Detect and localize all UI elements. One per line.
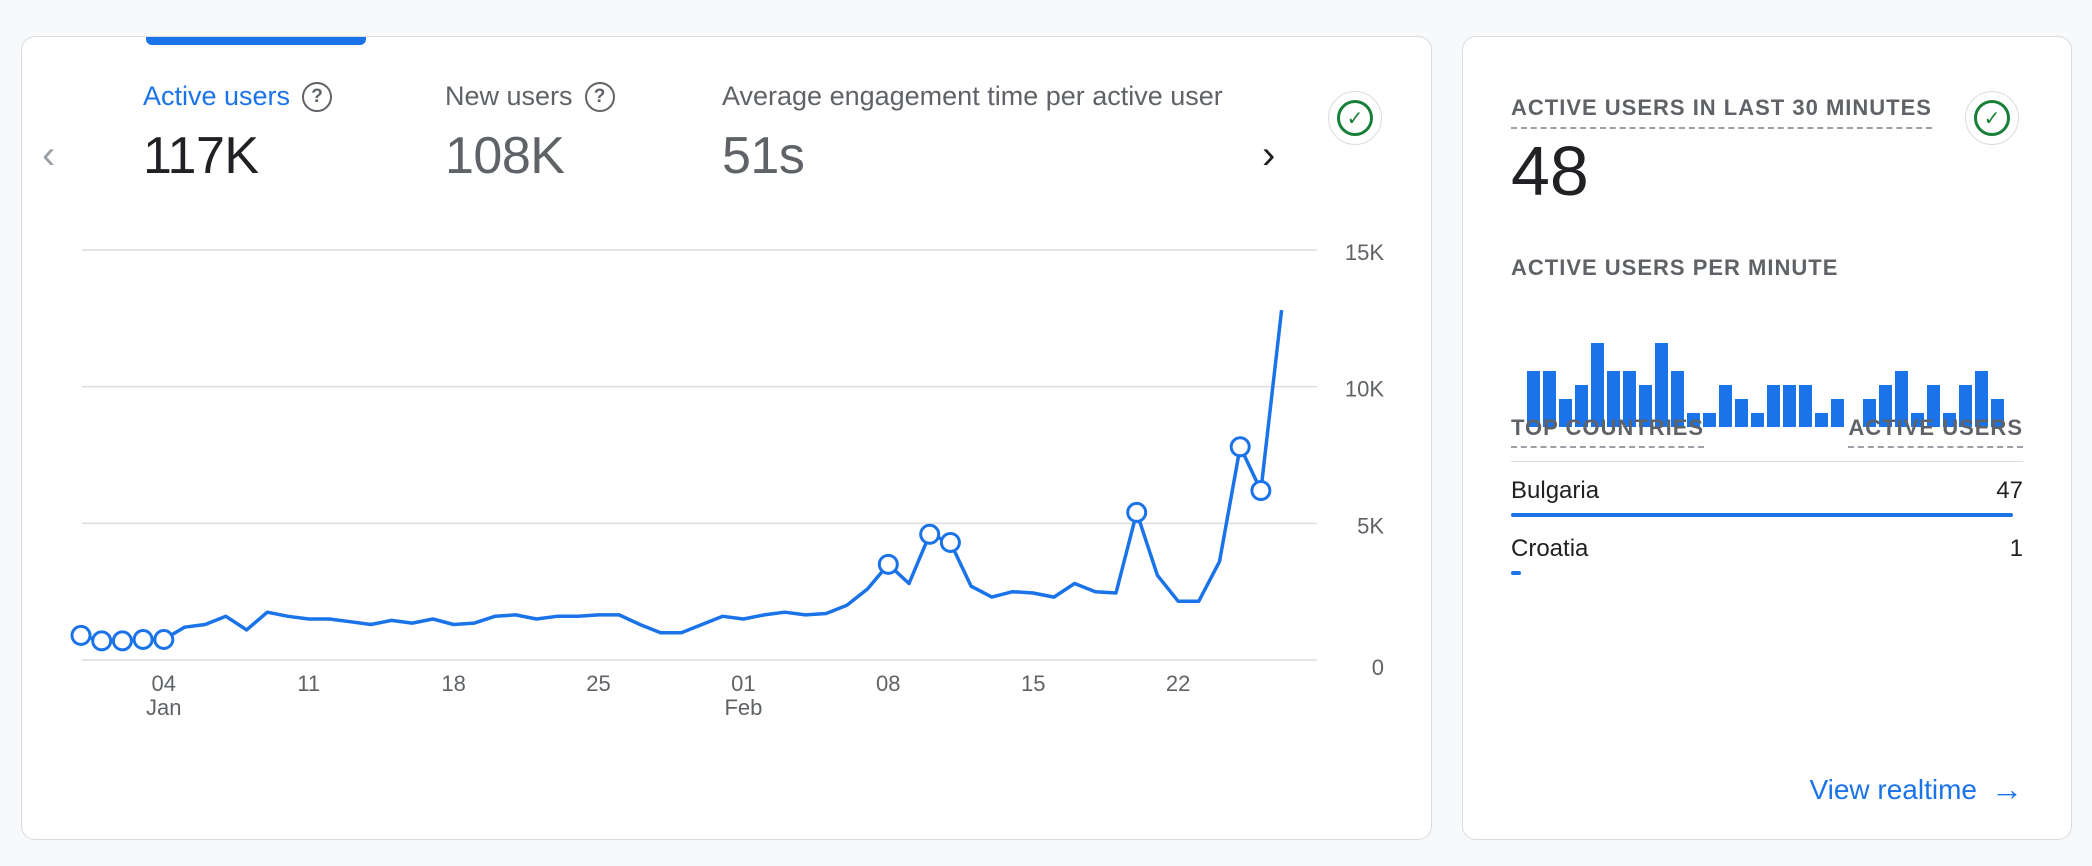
x-tick-sublabel: Feb	[724, 695, 762, 720]
minute-bar[interactable]	[1991, 399, 2004, 427]
realtime-card: ACTIVE USERS IN LAST 30 MINUTES ✓ 48 ACT…	[1462, 36, 2072, 840]
metric-label: Average engagement time per active user	[722, 81, 1223, 111]
data-point-marker[interactable]	[111, 630, 133, 652]
data-point-marker[interactable]	[1250, 480, 1272, 502]
minute-bar[interactable]	[1687, 413, 1700, 427]
minute-bar[interactable]	[1543, 371, 1556, 427]
metric-tab-avg-engagement[interactable]: Average engagement time per active user …	[722, 81, 1242, 186]
minute-bar[interactable]	[1591, 343, 1604, 427]
minute-bar[interactable]	[1703, 413, 1716, 427]
minute-bar[interactable]	[1575, 385, 1588, 427]
minute-bar[interactable]	[1719, 385, 1732, 427]
data-point-marker[interactable]	[1126, 501, 1148, 523]
data-point-marker[interactable]	[91, 630, 113, 652]
share-bar-fill	[1511, 513, 2013, 517]
country-row: Bulgaria 47	[1511, 477, 2023, 537]
minute-bar[interactable]	[1671, 371, 1684, 427]
x-tick-label: 04	[152, 671, 176, 696]
metric-label: New users	[445, 81, 573, 111]
data-point-marker[interactable]	[919, 523, 941, 545]
y-tick-label: 15K	[1345, 240, 1384, 265]
metric-value: 108K	[445, 127, 565, 185]
share-bar-fill	[1511, 571, 1522, 575]
view-realtime-label: View realtime	[1809, 773, 1977, 805]
country-name: Bulgaria	[1511, 477, 1600, 504]
data-point-marker[interactable]	[153, 629, 175, 650]
column-header-active-users[interactable]: ACTIVE USERS	[1848, 415, 2023, 448]
x-tick-label: 18	[441, 671, 465, 696]
metric-value: 117K	[143, 127, 259, 185]
minute-bar[interactable]	[1559, 399, 1572, 427]
metric-tab-active-users[interactable]: Active users? 117K	[143, 81, 333, 186]
per-minute-title: ACTIVE USERS PER MINUTE	[1511, 255, 1839, 280]
minute-bar[interactable]	[1607, 371, 1620, 427]
divider	[1511, 461, 2023, 462]
country-count: 47	[1996, 477, 2023, 504]
y-tick-label: 5K	[1357, 513, 1384, 538]
per-minute-bar-chart	[1527, 343, 2004, 427]
minute-bar[interactable]	[1655, 343, 1668, 427]
country-share-bar	[1511, 571, 2023, 575]
y-tick-label: 0	[1372, 655, 1384, 680]
metric-value: 51s	[722, 127, 805, 185]
minute-bar[interactable]	[1895, 371, 1908, 427]
check-circle-icon: ✓	[1328, 91, 1382, 145]
minute-bar[interactable]	[1639, 385, 1652, 427]
country-share-bar	[1511, 513, 2023, 517]
country-row: Croatia 1	[1511, 535, 2023, 595]
minute-bar[interactable]	[1623, 371, 1636, 427]
x-tick-sublabel: Jan	[146, 695, 181, 720]
metrics-chart-card: ‹ Active users? 117K New users? 108K Ave…	[21, 36, 1432, 840]
x-tick-label: 15	[1021, 671, 1045, 696]
help-circle-icon[interactable]: ?	[302, 81, 333, 112]
help-circle-icon[interactable]: ?	[584, 81, 615, 112]
minute-bar[interactable]	[1927, 385, 1940, 427]
minute-bar[interactable]	[1911, 413, 1924, 427]
series-line	[80, 309, 1284, 643]
minute-bar[interactable]	[1879, 385, 1892, 427]
data-point-marker[interactable]	[877, 553, 899, 575]
minute-bar[interactable]	[1783, 385, 1796, 427]
minute-bar[interactable]	[1959, 385, 1972, 427]
minute-bar[interactable]	[1943, 413, 1956, 427]
minute-bar[interactable]	[1799, 385, 1812, 427]
metric-label: Active users	[143, 81, 291, 111]
minute-bar[interactable]	[1831, 399, 1844, 427]
data-point-marker[interactable]	[939, 531, 961, 553]
x-tick-label: 08	[876, 671, 900, 696]
minute-bar[interactable]	[1527, 371, 1540, 427]
realtime-title: ACTIVE USERS IN LAST 30 MINUTES	[1511, 95, 1932, 129]
data-point-marker[interactable]	[1229, 436, 1251, 458]
x-tick-label: 25	[586, 671, 610, 696]
data-point-marker[interactable]	[70, 624, 92, 646]
country-name: Croatia	[1511, 535, 1589, 562]
selected-tab-indicator	[146, 37, 366, 45]
x-tick-label: 01	[731, 671, 755, 696]
minute-bar[interactable]	[1863, 399, 1876, 427]
minute-bar[interactable]	[1767, 385, 1780, 427]
country-count: 1	[2009, 535, 2023, 562]
y-tick-label: 10K	[1345, 377, 1384, 402]
chevron-left-icon[interactable]: ‹	[42, 133, 56, 177]
realtime-count: 48	[1511, 132, 1589, 210]
minute-bar[interactable]	[1735, 399, 1748, 427]
x-tick-label: 22	[1166, 671, 1190, 696]
column-header-countries[interactable]: TOP COUNTRIES	[1511, 415, 1705, 448]
x-tick-label: 11	[297, 671, 320, 696]
minute-bar[interactable]	[1815, 413, 1828, 427]
data-point-marker[interactable]	[132, 629, 154, 650]
arrow-right-icon: →	[1991, 771, 2023, 807]
check-circle-icon: ✓	[1965, 91, 2019, 145]
view-realtime-link[interactable]: View realtime →	[1809, 771, 2023, 808]
metric-tab-new-users[interactable]: New users? 108K	[445, 81, 615, 186]
chevron-right-icon[interactable]: ›	[1262, 133, 1276, 177]
minute-bar[interactable]	[1751, 413, 1764, 427]
minute-bar[interactable]	[1975, 371, 1988, 427]
